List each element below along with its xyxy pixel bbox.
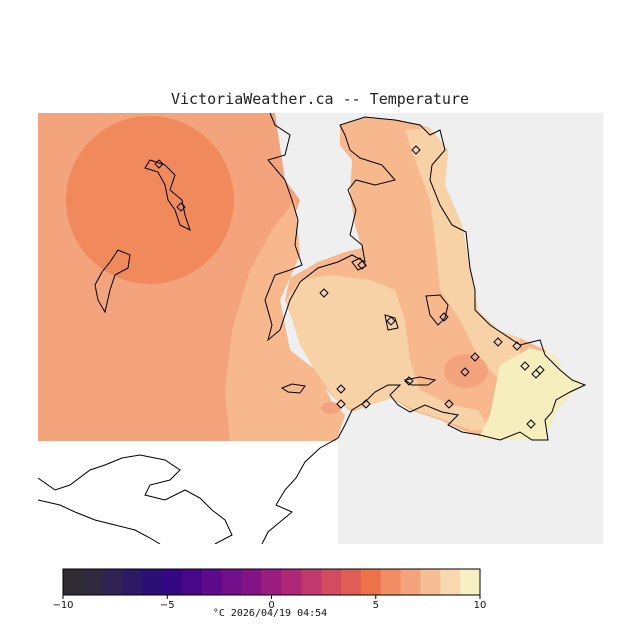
station-marker [319,288,329,298]
color-scale-tick-label: −10 [52,600,73,611]
color-scale-tick-label: −5 [160,600,175,611]
zone-hotspot [444,354,488,388]
zone-coolest [478,348,585,440]
station-marker [176,202,186,212]
color-scale-tick-label: 10 [474,600,487,611]
color-scale-cell [341,569,362,595]
color-scale-tick-label: 0 [268,600,274,611]
station-marker [336,384,346,394]
station-marker [361,399,371,409]
color-scale-cell [460,569,481,595]
color-scale-cell [360,569,382,595]
zone-warm-mid [225,200,345,441]
coastline-south-island [38,454,233,544]
zone-warm-core [66,116,234,284]
station-marker [512,341,522,351]
color-scale-cell [162,569,183,595]
ocean-blank-area [38,441,338,544]
island-west-a [144,159,191,231]
color-scale-ticks: −10 −5 0 5 10 [52,595,486,611]
island-sound-c [280,383,306,394]
station-marker [411,145,421,155]
zone-mild [286,275,490,430]
color-scale-cell [142,569,163,595]
island-sound-a [425,294,449,326]
island-sound-d [403,376,437,386]
color-scale-cell [202,569,223,595]
station-marker [404,376,414,386]
station-marker [470,352,480,362]
color-scale-cell [122,569,143,595]
color-scale-cell [82,569,104,595]
station-marker [386,316,396,326]
color-scale-cell [321,569,342,595]
station-marker [493,337,503,347]
color-scale-cell [440,569,461,595]
station-marker [535,365,545,375]
zone-mild-north [405,128,520,380]
station-marker [520,361,530,371]
color-scale-cell [420,569,441,595]
color-scale-cell [380,569,402,595]
coastline-mainland [261,113,587,544]
color-scale-cell [102,569,124,595]
station-marker [460,367,470,377]
color-scale-tick-label: 5 [373,600,379,611]
station-marker [439,312,449,322]
color-scale-cell [221,569,243,595]
color-scale-cell [301,569,322,595]
color-scale-cell [241,569,263,595]
map-title: VictoriaWeather.ca -- Temperature [170,90,469,108]
color-scale-cell [261,569,282,595]
station-marker [526,419,536,429]
station-marker [444,399,454,409]
station-marker [154,159,164,169]
island-sound-e [351,257,367,271]
station-marker [336,399,346,409]
station-marker [357,260,367,270]
color-scale-cell [400,569,421,595]
color-scale-cell [63,569,84,595]
zone-hotspot-small [321,402,341,414]
footer-timestamp: °C 2026/04/19 04:54 [212,608,328,619]
color-scale-cells [63,569,481,595]
color-scale-cell [281,569,302,595]
color-scale-cell [182,569,203,595]
island-west-b [94,249,131,314]
